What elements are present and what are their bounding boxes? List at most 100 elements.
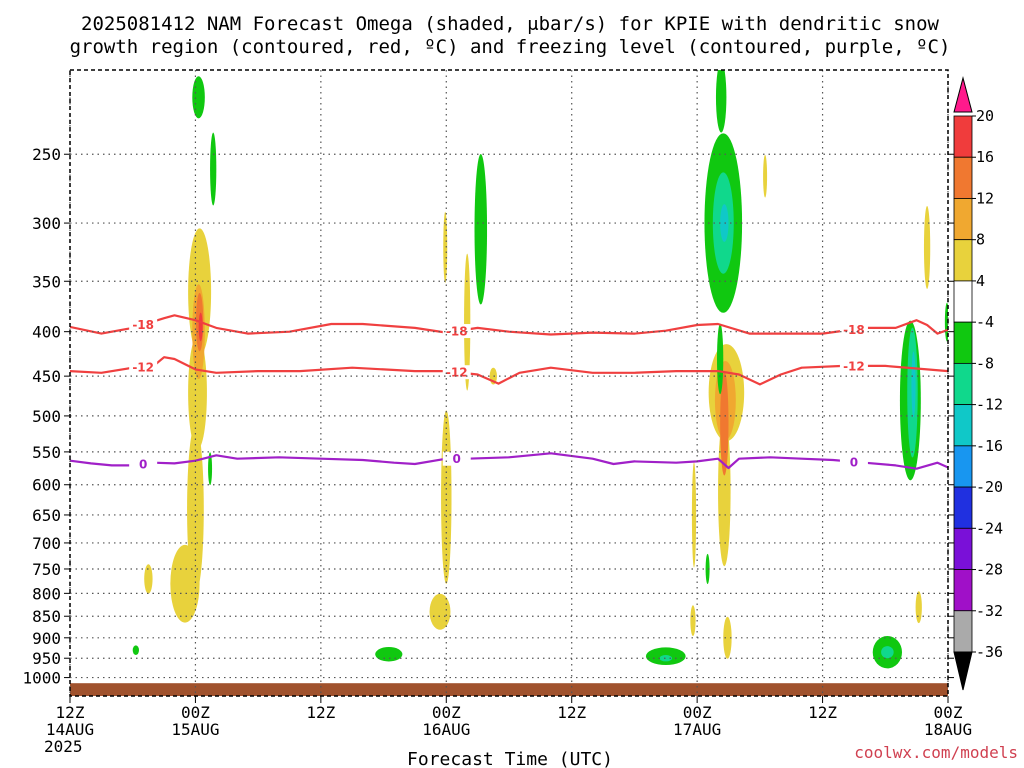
colorbar-label: -16 (976, 437, 1003, 455)
x-tick-label: 15AUG (171, 720, 219, 739)
omega-shaded-region (464, 253, 471, 391)
omega-shaded-region (192, 76, 205, 119)
omega-shaded-region (717, 323, 724, 395)
contour-label: -18 (132, 318, 154, 332)
omega-shaded-region (659, 655, 673, 662)
colorbar-swatch (953, 445, 973, 488)
ground-surface (70, 683, 948, 696)
omega-shaded-region (441, 410, 452, 584)
plot-clip-group: -18 -18 -18 -12 -12 -12 0 0 0 (70, 70, 948, 696)
contour-label: 0 (850, 455, 858, 469)
omega-shaded-region (763, 154, 768, 198)
omega-shaded-region (911, 351, 916, 418)
x-tick-label: 12Z (557, 703, 586, 722)
x-tick-label: 18AUG (924, 720, 972, 739)
colorbar-swatch (953, 115, 973, 158)
contour-label-background (129, 317, 158, 332)
y-tick-label: 650 (32, 506, 61, 525)
y-tick-label: 950 (32, 649, 61, 668)
colorbar-label: 12 (976, 189, 994, 207)
x-tick-label: 14AUG (46, 720, 94, 739)
x-axis-label: Forecast Time (UTC) (407, 749, 613, 768)
x-tick-label: 16AUG (422, 720, 470, 739)
contour-label-background (839, 322, 868, 337)
y-tick-label: 450 (32, 367, 61, 386)
x-tick-label: 12Z (56, 703, 85, 722)
y-tick-label: 600 (32, 476, 61, 495)
contour-line (70, 452, 948, 470)
y-axis: 250 300 350 400 450 500 550 600 650 700 750 800 850 9… (22, 145, 954, 688)
omega-shaded-region (474, 154, 488, 305)
colorbar-label: -20 (976, 478, 1003, 496)
omega-shaded-region (691, 462, 697, 568)
omega-shaded-region (208, 452, 213, 486)
y-tick-label: 800 (32, 584, 61, 603)
plot-area: -18 -18 -18 -12 -12 -12 0 0 0 (69, 69, 949, 697)
y-tick-label: 900 (32, 629, 61, 648)
contour-line (70, 356, 948, 386)
x-tick-label: 12Z (808, 703, 837, 722)
contour-label-background (839, 454, 868, 469)
y-tick-label: 400 (32, 323, 61, 342)
colorbar-swatch (953, 156, 973, 199)
colorbar-bottom-triangle (953, 651, 973, 691)
omega-shaded-region (132, 645, 139, 656)
x-tick-label: 2025 (44, 737, 83, 756)
colorbar-swatch (953, 404, 973, 447)
contour-label: -18 (843, 323, 865, 337)
colorbar-swatch (953, 486, 973, 529)
colorbar-swatch (953, 239, 973, 282)
omega-shaded-region (881, 646, 894, 659)
contour-label-background (129, 359, 158, 374)
omega-shaded-region (375, 646, 403, 662)
colorbar-label: -32 (976, 602, 1003, 620)
contour-label-background (839, 358, 868, 373)
y-tick-label: 850 (32, 607, 61, 626)
x-tick-label: 00Z (934, 703, 963, 722)
contour-label: -12 (132, 360, 154, 374)
chart-title-line1: 2025081412 NAM Forecast Omega (shaded, μ… (81, 13, 939, 35)
colorbar-label: -12 (976, 396, 1003, 414)
colorbar-label: -24 (976, 519, 1003, 537)
y-tick-label: 1000 (22, 669, 61, 688)
omega-shaded-region (915, 591, 922, 624)
x-tick-label: 00Z (683, 703, 712, 722)
colorbar-swatch (953, 569, 973, 612)
omega-shaded-region (144, 564, 153, 594)
colorbar-label: 8 (976, 231, 985, 249)
omega-shaded-region (705, 553, 710, 585)
omega-shaded-region (690, 605, 696, 637)
contour-label: -12 (446, 366, 468, 380)
colorbar-swatch (953, 198, 973, 241)
colorbar-top-triangle (953, 76, 973, 113)
contour-label-background (129, 457, 158, 472)
omega-shaded-region (170, 544, 200, 623)
colorbar-label: 20 (976, 107, 994, 125)
plot-frame (69, 69, 949, 697)
omega-shaded-region (715, 70, 727, 133)
colorbar-label: -36 (976, 643, 1003, 661)
omega-shaded-region (198, 312, 203, 342)
omega-shaded-region (720, 371, 729, 476)
colorbar-label: -28 (976, 561, 1003, 579)
contour-label: 0 (453, 452, 461, 466)
colorbar-swatch (953, 362, 973, 406)
y-tick-label: 500 (32, 407, 61, 426)
colorbar-label: 16 (976, 148, 994, 166)
credit-text: coolwx.com/models (854, 743, 1018, 762)
contour-label-background (442, 324, 471, 339)
omega-shaded-region (429, 593, 451, 630)
colorbar-swatch (953, 527, 973, 570)
y-tick-label: 750 (32, 560, 61, 579)
y-tick-label: 250 (32, 145, 61, 164)
colorbar-label: -8 (976, 354, 994, 372)
colorbar-label: 4 (976, 272, 985, 290)
contour-line (70, 314, 948, 336)
omega-shaded-region (723, 616, 732, 659)
omega-shaded-region (923, 205, 931, 289)
x-tick-label: 00Z (432, 703, 461, 722)
colorbar-swatch (953, 610, 973, 653)
y-tick-label: 350 (32, 272, 61, 291)
